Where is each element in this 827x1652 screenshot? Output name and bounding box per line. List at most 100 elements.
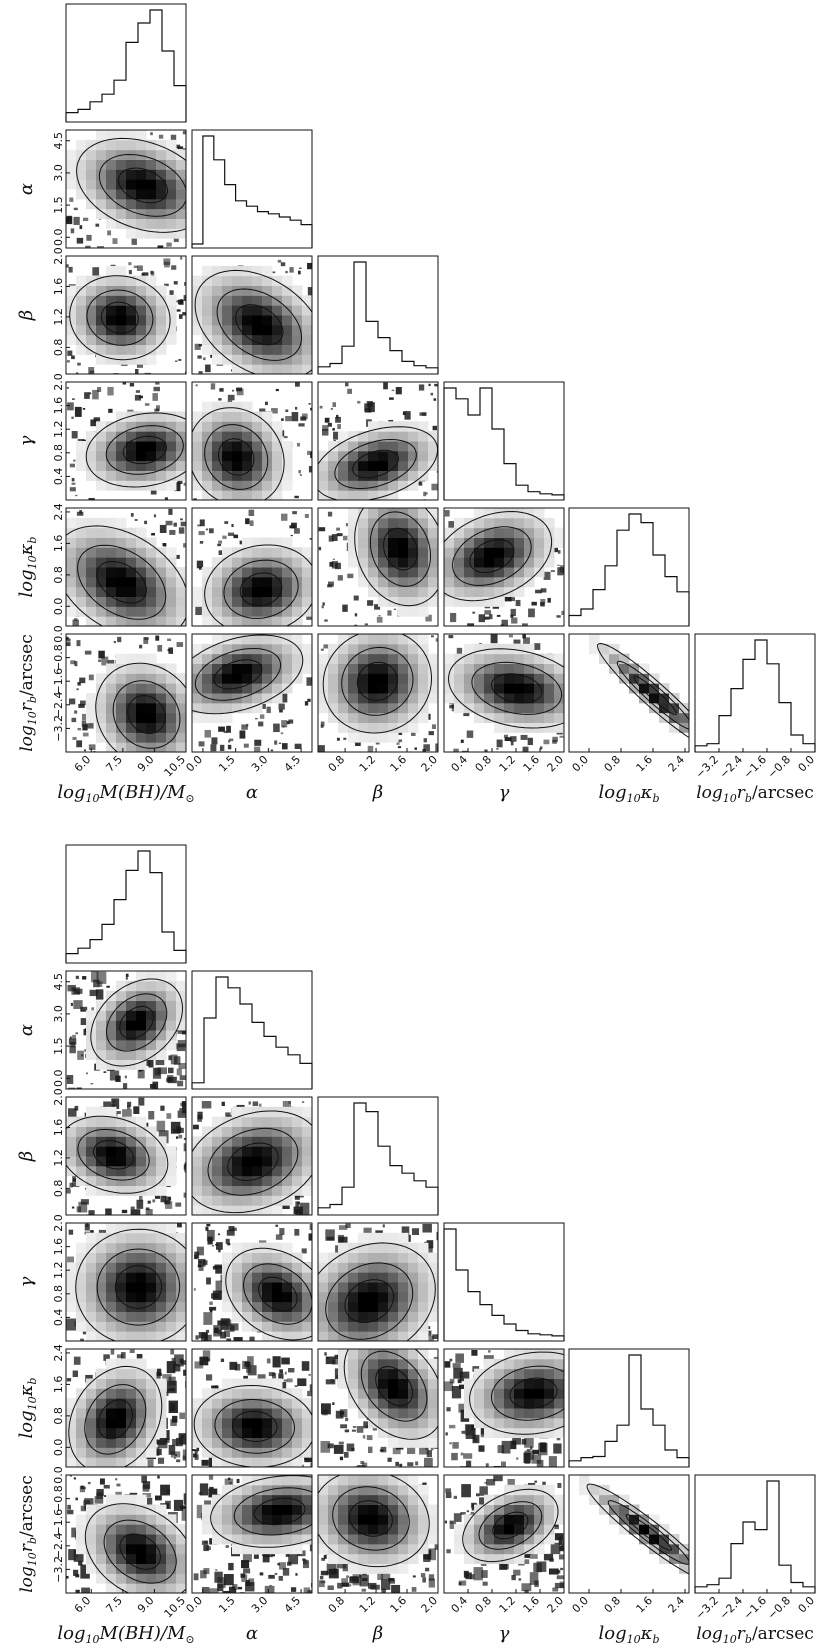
density-cell	[156, 480, 167, 491]
density-cell	[428, 1301, 438, 1312]
density-cell	[156, 1030, 167, 1041]
density-cell	[106, 315, 117, 326]
density-cell	[398, 431, 409, 442]
density-cell	[318, 450, 329, 462]
density-cell	[368, 1262, 379, 1273]
density-cell	[146, 1321, 157, 1332]
density-cell	[146, 1301, 157, 1312]
density-cell	[192, 470, 203, 481]
density-cell	[454, 673, 465, 684]
density-cell	[464, 567, 475, 578]
scatter-point	[504, 737, 512, 742]
y-tick-label: −0.8	[52, 644, 65, 671]
density-cell	[262, 285, 273, 296]
marginal-kappa	[568, 507, 690, 627]
histogram-step	[65, 850, 187, 963]
density-cell	[222, 470, 233, 481]
density-cell	[66, 324, 77, 336]
scatter-point	[77, 682, 81, 686]
contour-level-2	[84, 1384, 147, 1455]
density-cell	[358, 653, 369, 664]
density-cell	[146, 586, 157, 597]
density-cell	[126, 1282, 137, 1293]
joint-alpha-kappa	[191, 1348, 313, 1468]
density-cell	[136, 596, 147, 607]
x-tick-label: 2.4	[666, 753, 688, 775]
scatter-point	[372, 1426, 377, 1431]
density-cell	[166, 460, 177, 471]
density-cell	[126, 1000, 137, 1011]
panel-frame	[65, 381, 187, 501]
density-cell	[106, 1331, 117, 1341]
scatter-point	[332, 428, 335, 431]
scatter-point	[453, 748, 459, 752]
scatter-point	[295, 1209, 301, 1214]
scatter-point	[164, 497, 168, 500]
density-cell	[146, 567, 157, 578]
density-cell	[202, 1408, 213, 1419]
density-cell	[252, 1291, 263, 1303]
density-cell	[156, 218, 167, 229]
density-cell	[116, 712, 127, 723]
scatter-point	[67, 1087, 76, 1089]
density-cell	[494, 508, 505, 519]
density-cell	[262, 1331, 273, 1341]
density-cell	[232, 275, 243, 286]
density-cell	[176, 450, 186, 462]
density-cell	[96, 1301, 107, 1312]
density-cell	[262, 567, 273, 578]
density-cell	[192, 1146, 203, 1157]
density-cell	[176, 189, 186, 200]
contour-level-3	[235, 304, 284, 346]
density-cell	[212, 431, 223, 442]
scatter-point	[148, 1111, 155, 1120]
density-cell	[156, 693, 167, 704]
density-cell	[202, 1136, 213, 1147]
scatter-point	[321, 605, 324, 609]
density-cell	[272, 1282, 283, 1293]
density-cell	[76, 179, 87, 190]
scatter-point	[69, 1182, 73, 1188]
scatter-point	[301, 1361, 310, 1371]
scatter-point	[165, 1201, 173, 1209]
density-cell	[166, 1321, 177, 1332]
density-cell	[408, 1272, 419, 1283]
scatter-point	[430, 392, 434, 396]
density-cell	[368, 1272, 379, 1283]
density-cell	[302, 1417, 312, 1429]
scatter-point	[66, 1318, 77, 1331]
density-cell	[272, 1175, 283, 1186]
density-grid	[66, 130, 186, 239]
density-cell	[398, 634, 409, 645]
density-cell	[242, 547, 253, 558]
scatter-point	[367, 600, 374, 606]
density-cell	[292, 1398, 303, 1409]
density-panel	[589, 634, 689, 739]
scatter-point	[425, 1330, 432, 1336]
density-cell	[232, 576, 243, 588]
x-tick-label: 2.0	[545, 753, 567, 775]
density-cell	[262, 1116, 273, 1127]
contour-level-3	[97, 1399, 133, 1440]
scatter-point	[169, 529, 176, 535]
x-tick-label: −0.8	[765, 753, 793, 781]
density-cell	[484, 517, 495, 529]
density-cell	[212, 315, 223, 326]
density-cell	[192, 1427, 203, 1438]
scatter-point	[156, 1120, 166, 1132]
scatter-point	[272, 271, 276, 274]
density-cell	[272, 354, 283, 365]
density-cell	[262, 1272, 273, 1283]
y-tick-label: 1.5	[52, 196, 65, 214]
density-cell	[106, 1417, 117, 1429]
scatter-point	[304, 513, 309, 518]
density-cell	[418, 653, 429, 664]
density-cell	[338, 490, 349, 500]
scatter-point	[279, 709, 283, 713]
density-cell	[192, 431, 203, 442]
scatter-point	[177, 479, 183, 484]
density-cell	[192, 1205, 203, 1215]
density-cell	[388, 673, 399, 684]
scatter-point	[270, 749, 274, 752]
scatter-point	[336, 414, 339, 419]
